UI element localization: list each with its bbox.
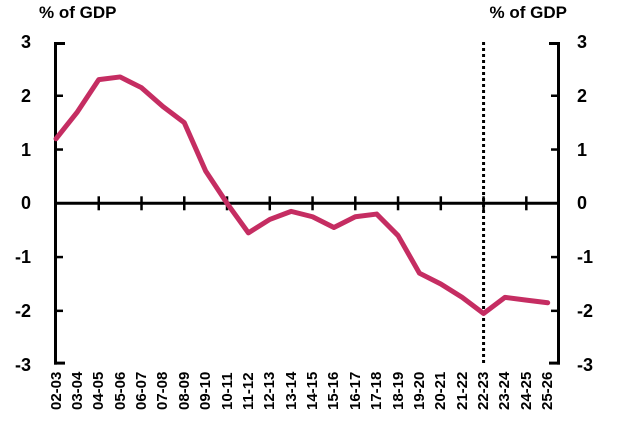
x-axis-label: 02-03 xyxy=(47,371,65,410)
x-axis-label: 13-14 xyxy=(282,371,300,410)
y-axis-label-left: -2 xyxy=(14,300,31,321)
x-axis-label: 20-21 xyxy=(432,371,450,410)
x-axis-label: 22-23 xyxy=(475,371,493,410)
x-axis-label: 10-11 xyxy=(218,372,236,410)
y-axis-label-right: -3 xyxy=(577,354,594,375)
x-axis-label: 15-16 xyxy=(325,371,343,410)
x-axis-label: 25-26 xyxy=(539,371,557,410)
y-axis-label-left: 2 xyxy=(20,85,31,106)
x-axis-label: 16-17 xyxy=(346,371,364,410)
y-axis-label-right: 0 xyxy=(577,193,588,214)
y-axis-label-right: -2 xyxy=(577,300,594,321)
x-axis-label: 23-24 xyxy=(496,371,514,410)
x-axis-label: 11-12 xyxy=(239,372,257,410)
x-axis-label: 21-22 xyxy=(453,371,471,410)
right-axis-title: % of GDP xyxy=(489,3,567,22)
x-axis-label: 03-04 xyxy=(68,371,86,410)
x-axis-label: 06-07 xyxy=(133,371,150,410)
x-axis-label: 08-09 xyxy=(175,371,193,410)
y-axis-label-left: -1 xyxy=(14,247,31,268)
x-axis-label: 04-05 xyxy=(90,371,108,410)
y-axis-label-left: -3 xyxy=(14,354,31,375)
y-axis-label-right: 2 xyxy=(577,85,588,106)
y-axis-label-right: -1 xyxy=(577,247,594,268)
y-axis-label-left: 3 xyxy=(20,31,31,52)
x-axis-label: 14-15 xyxy=(304,371,322,410)
y-axis-label-right: 1 xyxy=(577,139,588,160)
budget-balance-line xyxy=(53,74,551,317)
x-axis-label: 17-18 xyxy=(368,371,386,410)
x-axis-label: 07-08 xyxy=(154,371,172,410)
x-axis-label: 05-06 xyxy=(111,371,129,410)
y-axis-label-right: 3 xyxy=(577,31,588,52)
x-axis-label: 24-25 xyxy=(517,371,535,410)
x-axis-label: 09-10 xyxy=(197,371,215,410)
left-axis-title: % of GDP xyxy=(39,3,117,22)
y-axis-label-left: 1 xyxy=(20,139,31,160)
x-axis-label: 19-20 xyxy=(410,371,428,410)
y-axis-label-left: 0 xyxy=(20,193,31,214)
x-axis-label: 12-13 xyxy=(261,371,279,410)
x-axis-label: 18-19 xyxy=(389,371,407,410)
